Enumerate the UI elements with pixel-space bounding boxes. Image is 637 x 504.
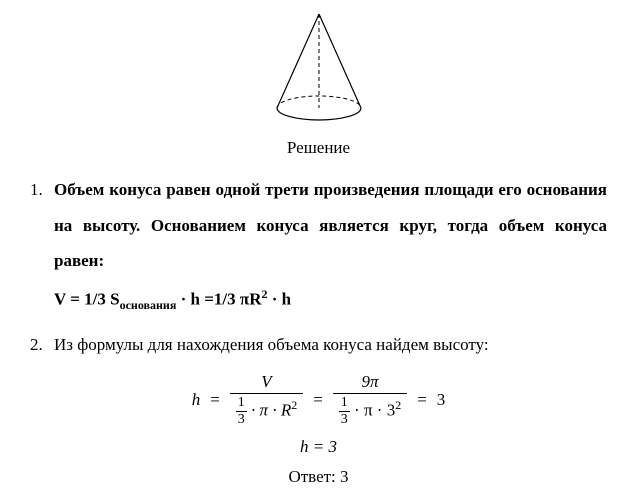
eq-equals: = xyxy=(313,390,323,410)
frac-num: 9π xyxy=(355,373,384,394)
eq-h3: h = 3 xyxy=(300,437,337,456)
item-number: 1. xyxy=(30,172,54,279)
eq-equals: = xyxy=(417,390,427,410)
list-item: 1. Объем конуса равен одной трети произв… xyxy=(30,172,607,279)
small-num: 1 xyxy=(236,396,247,411)
small-den: 3 xyxy=(236,411,247,427)
formula-seg: · h =1/3 πR xyxy=(176,290,261,309)
den-sup: 2 xyxy=(395,398,401,412)
formula-sub: основания xyxy=(120,298,177,312)
eq-lhs: h xyxy=(192,390,201,410)
item-text: Объем конуса равен одной трети произведе… xyxy=(54,172,607,279)
den-rest: · π · R xyxy=(247,401,291,420)
den-rest: · π · 3 xyxy=(350,401,395,420)
item-number: 2. xyxy=(30,327,54,363)
small-fraction: 1 3 xyxy=(339,396,350,427)
formula-seg: V = 1/3 S xyxy=(54,290,120,309)
cone-svg xyxy=(269,10,369,125)
fraction: V 1 3 · π · R2 xyxy=(230,373,303,428)
frac-den: 1 3 · π · 32 xyxy=(333,393,407,427)
eq-equals: = xyxy=(210,390,220,410)
small-num: 1 xyxy=(339,396,350,411)
equation-line2: h = 3 xyxy=(30,437,607,457)
item-text: Из формулы для нахождения объема конуса … xyxy=(54,327,607,363)
cone-figure xyxy=(30,10,607,130)
formula-seg: · h xyxy=(267,290,291,309)
list-item: 2. Из формулы для нахождения объема кону… xyxy=(30,327,607,363)
frac-den: 1 3 · π · R2 xyxy=(230,393,303,427)
answer-line: Ответ: 3 xyxy=(30,467,607,487)
small-fraction: 1 3 xyxy=(236,396,247,427)
equation-row: h = V 1 3 · π · R2 = 9π 1 3 · π · 32 = 3 xyxy=(192,373,446,428)
frac-num: V xyxy=(255,373,277,394)
small-den: 3 xyxy=(339,411,350,427)
equation-block: h = V 1 3 · π · R2 = 9π 1 3 · π · 32 = 3 xyxy=(30,373,607,428)
eq-result: 3 xyxy=(437,390,446,410)
fraction: 9π 1 3 · π · 32 xyxy=(333,373,407,428)
den-sup: 2 xyxy=(291,398,297,412)
formula-volume: V = 1/3 Sоснования · h =1/3 πR2 · h xyxy=(54,287,607,313)
solution-caption: Решение xyxy=(30,138,607,158)
